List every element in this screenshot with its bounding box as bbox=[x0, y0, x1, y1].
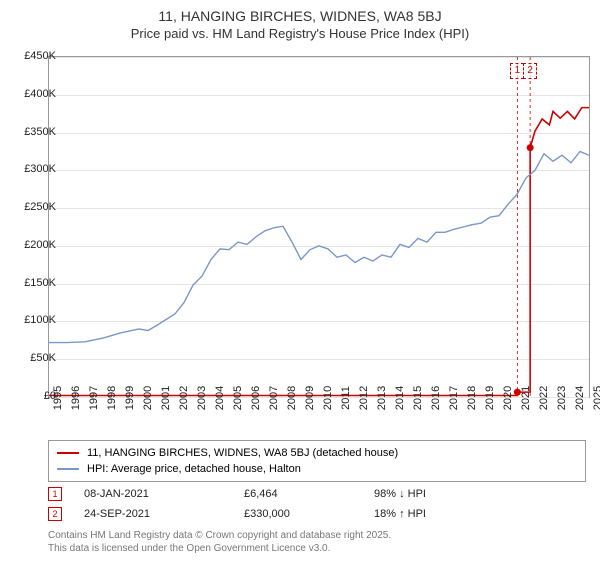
transaction-price: £330,000 bbox=[244, 508, 374, 520]
x-axis-label: 2024 bbox=[574, 386, 586, 410]
transaction-price: £6,464 bbox=[244, 488, 374, 500]
y-axis-label: £300K bbox=[12, 163, 56, 175]
transaction-marker-icon: 1 bbox=[48, 487, 62, 501]
y-axis-label: £50K bbox=[12, 352, 56, 364]
y-axis-label: £350K bbox=[12, 126, 56, 138]
x-axis-label: 2003 bbox=[196, 386, 208, 410]
x-axis-label: 2010 bbox=[322, 386, 334, 410]
x-axis-label: 2020 bbox=[502, 386, 514, 410]
x-axis-label: 2007 bbox=[268, 386, 280, 410]
x-axis-label: 1997 bbox=[88, 386, 100, 410]
x-axis-label: 2025 bbox=[592, 386, 600, 410]
transaction-date: 24-SEP-2021 bbox=[84, 508, 244, 520]
x-axis-label: 2015 bbox=[412, 386, 424, 410]
x-axis-label: 2006 bbox=[250, 386, 262, 410]
plot-area: 12 bbox=[48, 56, 590, 398]
legend-label: 11, HANGING BIRCHES, WIDNES, WA8 5BJ (de… bbox=[87, 447, 398, 459]
transaction-list: 1 08-JAN-2021 £6,464 98% ↓ HPI 2 24-SEP-… bbox=[48, 484, 588, 524]
x-axis-label: 2004 bbox=[214, 386, 226, 410]
x-axis-label: 2017 bbox=[448, 386, 460, 410]
y-axis-label: £100K bbox=[12, 314, 56, 326]
x-axis-label: 2000 bbox=[142, 386, 154, 410]
legend-swatch bbox=[57, 468, 79, 470]
y-axis-label: £200K bbox=[12, 239, 56, 251]
x-axis-label: 2009 bbox=[304, 386, 316, 410]
chart-title: 11, HANGING BIRCHES, WIDNES, WA8 5BJ bbox=[0, 8, 600, 24]
x-axis-label: 1996 bbox=[70, 386, 82, 410]
x-axis-label: 1998 bbox=[106, 386, 118, 410]
x-axis-label: 2001 bbox=[160, 386, 172, 410]
transaction-pct: 18% ↑ HPI bbox=[374, 508, 588, 520]
x-axis-label: 1995 bbox=[52, 386, 64, 410]
chart-lines bbox=[49, 57, 589, 397]
x-axis-label: 2012 bbox=[358, 386, 370, 410]
legend: 11, HANGING BIRCHES, WIDNES, WA8 5BJ (de… bbox=[48, 440, 586, 482]
chart-subtitle: Price paid vs. HM Land Registry's House … bbox=[0, 26, 600, 41]
transaction-marker-icon: 2 bbox=[48, 507, 62, 521]
chart-container: 11, HANGING BIRCHES, WIDNES, WA8 5BJ Pri… bbox=[0, 8, 600, 568]
footer-line: This data is licensed under the Open Gov… bbox=[48, 543, 391, 556]
transaction-row: 1 08-JAN-2021 £6,464 98% ↓ HPI bbox=[48, 484, 588, 504]
legend-item-property: 11, HANGING BIRCHES, WIDNES, WA8 5BJ (de… bbox=[57, 445, 577, 461]
transaction-date: 08-JAN-2021 bbox=[84, 488, 244, 500]
x-axis-label: 2016 bbox=[430, 386, 442, 410]
x-axis-label: 2023 bbox=[556, 386, 568, 410]
y-axis-label: £150K bbox=[12, 277, 56, 289]
legend-item-hpi: HPI: Average price, detached house, Halt… bbox=[57, 461, 577, 477]
x-axis-label: 2011 bbox=[340, 386, 352, 410]
annotation-marker: 2 bbox=[523, 63, 537, 79]
footer-line: Contains HM Land Registry data © Crown c… bbox=[48, 530, 391, 543]
x-axis-label: 2013 bbox=[376, 386, 388, 410]
x-axis-label: 2018 bbox=[466, 386, 478, 410]
x-axis-label: 2002 bbox=[178, 386, 190, 410]
footer: Contains HM Land Registry data © Crown c… bbox=[48, 530, 391, 555]
x-axis-label: 2008 bbox=[286, 386, 298, 410]
x-axis-label: 2019 bbox=[484, 386, 496, 410]
transaction-pct: 98% ↓ HPI bbox=[374, 488, 588, 500]
y-axis-label: £250K bbox=[12, 201, 56, 213]
x-axis-label: 2014 bbox=[394, 386, 406, 410]
x-axis-label: 2022 bbox=[538, 386, 550, 410]
y-axis-label: £400K bbox=[12, 88, 56, 100]
legend-swatch bbox=[57, 452, 79, 454]
x-axis-label: 2005 bbox=[232, 386, 244, 410]
y-axis-label: £450K bbox=[12, 50, 56, 62]
legend-label: HPI: Average price, detached house, Halt… bbox=[87, 463, 301, 475]
transaction-row: 2 24-SEP-2021 £330,000 18% ↑ HPI bbox=[48, 504, 588, 524]
x-axis-label: 2021 bbox=[520, 386, 532, 410]
x-axis-label: 1999 bbox=[124, 386, 136, 410]
y-axis-label: £0 bbox=[12, 390, 56, 402]
